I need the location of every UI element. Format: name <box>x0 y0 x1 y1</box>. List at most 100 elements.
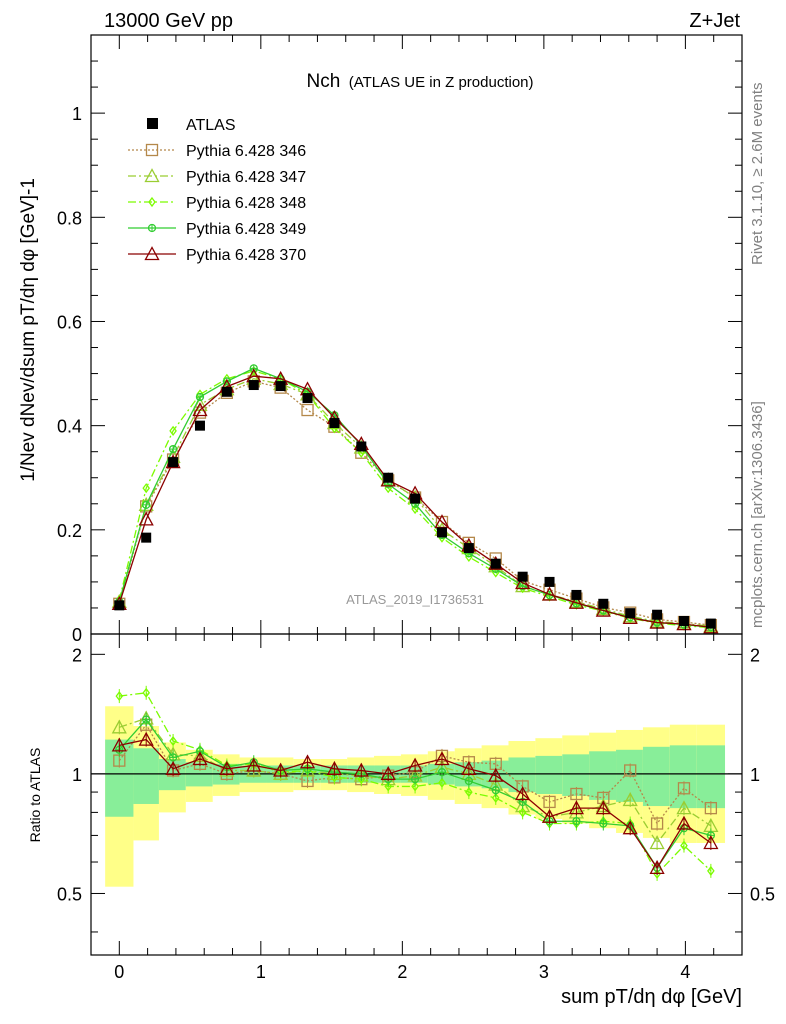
atlas-data-point <box>383 472 394 483</box>
ratio-5-point <box>246 757 262 772</box>
ratio-tick-label-right: 0.5 <box>750 884 775 904</box>
series-5-point <box>595 602 611 617</box>
ratio-5-point <box>676 815 692 830</box>
green-band-bin <box>133 748 159 804</box>
ratio-1-point <box>677 782 691 795</box>
ratio-3-point <box>384 781 393 792</box>
ratio-3-point <box>680 840 688 851</box>
x-tick-label: 2 <box>397 962 407 982</box>
ratio-3-point <box>438 777 446 788</box>
ratio-5-point <box>407 757 423 772</box>
atlas-data-point <box>598 598 609 609</box>
ratio-5-point <box>541 808 558 823</box>
x-tick-label: 1 <box>256 962 266 982</box>
atlas-data-point <box>463 543 474 554</box>
axis-ticks: 0 1 2 3 4 0 0.2 0.4 0.6 0.8 1 0.5 0.5 1 1 2 2 <box>57 34 775 982</box>
green-band-bin <box>669 745 697 809</box>
y-tick-label: 0 <box>72 625 82 645</box>
green-band-bin <box>696 745 726 809</box>
legend-atlas-marker <box>147 118 158 129</box>
chart-subtitle: (ATLAS UE in Z production) <box>349 74 534 91</box>
ratio-5-point <box>595 800 611 815</box>
y-tick-label: 0.4 <box>57 417 82 437</box>
ratio-5-point <box>649 860 665 875</box>
ratio-5-point <box>434 751 450 766</box>
atlas-data-point <box>302 393 313 404</box>
atlas-data-point <box>436 527 447 538</box>
series-3-point <box>411 503 419 515</box>
x-tick-label: 3 <box>539 962 549 982</box>
legend-marker <box>148 196 156 208</box>
series-5-point <box>192 402 208 417</box>
y-tick-label: 1 <box>72 104 82 124</box>
atlas-data-point <box>329 418 340 429</box>
ratio-5-point <box>326 760 343 775</box>
x-tick-label: 4 <box>680 962 690 982</box>
header-right-label: Z+Jet <box>689 10 740 32</box>
ratio-5-point <box>273 762 289 777</box>
legend-label: Pythia 6.428 370 <box>186 247 306 264</box>
legend-label: Pythia 6.428 349 <box>186 221 306 238</box>
atlas-data-point <box>168 457 179 468</box>
chart-title: Nch (ATLAS UE in Z production) <box>306 71 533 92</box>
chart-title-main: Nch <box>306 71 340 92</box>
green-band-bin <box>642 746 670 807</box>
legend-marker <box>144 246 160 261</box>
ratio-2-point <box>273 766 289 781</box>
ratio-panel-curves <box>111 685 719 881</box>
atlas-data-point <box>705 618 716 629</box>
atlas-data-point <box>544 576 555 587</box>
ratio-3-point <box>707 865 715 876</box>
ratio-tick-label-left: 2 <box>72 645 82 665</box>
legend-label: ATLAS <box>186 117 236 134</box>
atlas-data-point <box>625 608 636 619</box>
header-left-label: 13000 GeV pp <box>104 10 233 32</box>
ratio-frame <box>90 633 743 956</box>
series-5-point <box>568 594 585 609</box>
legend: ATLAS Pythia 6.428 346 Pythia 6.428 347 Pyt… <box>128 117 306 264</box>
ratio-2-point <box>219 762 235 777</box>
ratio-2-point <box>649 835 665 850</box>
ratio-2-point <box>111 719 127 734</box>
ratio-5-point <box>568 800 585 815</box>
series-5-point <box>541 586 558 601</box>
atlas-data-point <box>490 558 501 569</box>
series-5-point <box>138 511 154 526</box>
ratio-tick-label-right: 2 <box>750 645 760 665</box>
atlas-data-point <box>248 380 259 391</box>
ratio-5-point <box>488 767 504 782</box>
legend-marker <box>145 143 159 157</box>
side-label-bottom: mcplots.cern.ch [arXiv:1306.3436] <box>749 401 766 628</box>
ratio-3-point <box>411 781 419 792</box>
series-line-5 <box>118 375 711 628</box>
atlas-data-point <box>356 441 367 452</box>
y-tick-label: 0.8 <box>57 208 82 228</box>
plot-frames <box>90 34 743 956</box>
series-1-point <box>301 403 314 417</box>
green-band-bin <box>535 755 563 794</box>
atlas-data-point <box>275 381 286 392</box>
atlas-data-point <box>571 589 582 600</box>
ratio-5-point <box>299 754 316 769</box>
atlas-data-point <box>517 571 528 582</box>
atlas-data-point <box>141 532 152 543</box>
ratio-5-point <box>353 762 369 777</box>
ratio-5-point <box>192 751 208 766</box>
ratio-3-point <box>518 807 527 818</box>
atlas-data-point <box>194 420 205 431</box>
ratio-tick-label-left: 0.5 <box>57 884 82 904</box>
ratio-5-point <box>622 820 638 835</box>
series-3-point <box>142 483 151 494</box>
atlas-data-point <box>114 600 125 611</box>
legend-label: Pythia 6.428 346 <box>186 143 306 160</box>
ratio-tick-label-right: 1 <box>750 765 760 785</box>
y-tick-label: 0.6 <box>57 312 82 332</box>
legend-label: Pythia 6.428 347 <box>186 169 306 186</box>
series-5-point <box>515 575 531 590</box>
series-3-point <box>169 425 177 436</box>
ratio-1-point <box>704 801 718 815</box>
ratio-5-point <box>380 766 396 781</box>
legend-label: Pythia 6.428 348 <box>186 195 306 212</box>
ratio-3-point <box>169 735 177 747</box>
